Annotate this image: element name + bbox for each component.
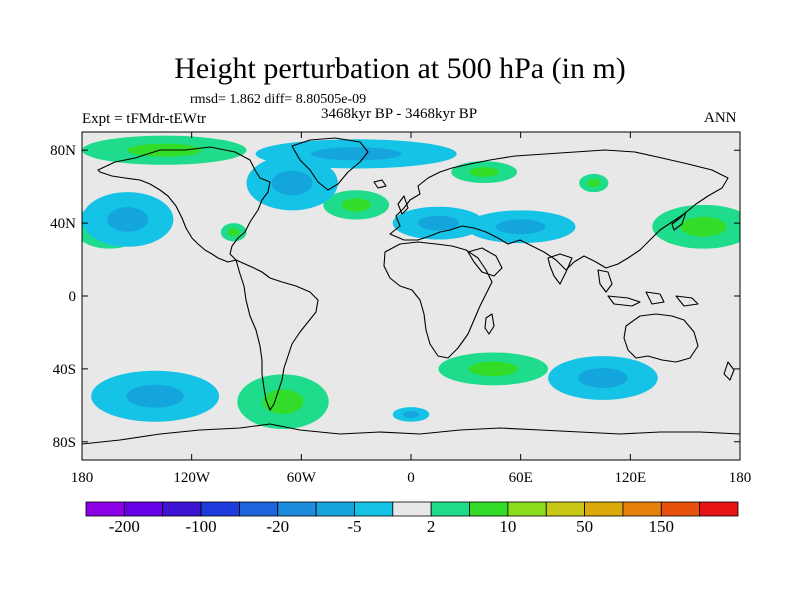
x-tick-label: 120E xyxy=(614,470,646,486)
north-pacific-positive-core xyxy=(680,216,727,237)
x-tick-label: 60E xyxy=(509,470,533,486)
new-zealand-coast xyxy=(723,361,735,381)
colorbar-box xyxy=(507,501,547,517)
stats-text: rmsd= 1.862 diff= 8.80505e-09 xyxy=(190,92,367,107)
colorbar-box xyxy=(162,501,202,517)
antarctic-negative-core xyxy=(402,411,420,418)
colorbar-box xyxy=(584,501,624,517)
colorbar-box xyxy=(200,501,240,517)
colorbar-box xyxy=(85,501,125,517)
south-america-coast xyxy=(235,259,319,411)
colorbar-box xyxy=(239,501,279,517)
x-tick-label: 120W xyxy=(173,470,211,486)
north-atlantic-negative-core xyxy=(310,147,402,161)
experiment-label: Expt = tFMdr-tEWtr xyxy=(82,111,206,127)
colorbar-box xyxy=(469,501,509,517)
x-tick-label: 180 xyxy=(71,470,94,486)
asia-negative-core xyxy=(495,219,546,235)
antarctica-coast xyxy=(82,423,740,445)
europe-negative-core xyxy=(417,215,459,231)
x-tick-label: 180 xyxy=(729,470,752,486)
colorbar-box xyxy=(660,501,701,517)
y-tick-label: 80S xyxy=(53,435,76,451)
south-pacific-negative-core xyxy=(126,384,184,408)
greenland-coast xyxy=(291,137,369,191)
season-label: ANN xyxy=(704,110,737,126)
colorbar-box xyxy=(622,501,662,517)
y-tick-label: 0 xyxy=(69,289,77,305)
colorbar-box xyxy=(123,501,164,517)
southeast-asia-coast xyxy=(597,269,699,307)
x-tick-label: 60W xyxy=(287,470,317,486)
period-label: 3468kyr BP - 3468kyr BP xyxy=(321,106,478,122)
australia-coast xyxy=(623,313,699,363)
japan-coast xyxy=(671,211,687,231)
map-layer xyxy=(82,132,740,460)
colorbar-box xyxy=(430,501,470,517)
colorbar-box xyxy=(699,501,739,517)
north-atlantic-positive-core xyxy=(341,198,371,212)
y-tick-label: 40S xyxy=(53,362,76,378)
colorbar-label: 2 xyxy=(427,517,436,536)
colorbar-box xyxy=(315,501,355,517)
east-asia-positive-core xyxy=(587,178,601,188)
colorbar-label: 10 xyxy=(499,517,516,536)
colorbar-box xyxy=(354,501,394,517)
colorbar-label: -100 xyxy=(185,517,216,536)
x-tick-label: 0 xyxy=(407,470,415,486)
iceland-coast xyxy=(373,179,387,189)
colorbar-label: -5 xyxy=(347,517,361,536)
north-america-coast xyxy=(97,146,271,263)
arabia-coast xyxy=(467,247,503,277)
eurasia-positive-core xyxy=(469,167,499,178)
colorbar: -200 -100 -20 -5 2 10 50 150 xyxy=(85,501,739,536)
india-coast xyxy=(547,253,573,285)
south-atlantic-positive-core xyxy=(468,361,518,377)
y-tick-label: 40N xyxy=(50,216,76,232)
madagascar-coast xyxy=(484,313,495,335)
uk-coast xyxy=(397,195,409,215)
colorbar-box xyxy=(277,501,317,517)
map-axes: 180 120W 60W 0 60E 120E 180 80N 40N 0 40S 80S xyxy=(50,132,751,486)
colorbar-box xyxy=(392,501,432,517)
colorbar-box xyxy=(545,501,585,517)
colorbar-label: -200 xyxy=(109,517,140,536)
colorbar-label: 50 xyxy=(576,517,593,536)
eurasia-coast xyxy=(389,149,729,271)
west-atlantic-negative-core xyxy=(271,170,313,196)
southern-indian-negative-core xyxy=(578,368,628,388)
plot-title: Height perturbation at 500 hPa (in m) xyxy=(174,52,626,85)
anomaly-layer xyxy=(82,135,740,430)
north-pacific-negative-core xyxy=(107,207,149,232)
colorbar-label: 150 xyxy=(649,517,675,536)
eastern-us-positive-core xyxy=(227,228,240,237)
y-tick-label: 80N xyxy=(50,143,76,159)
south-america-positive-core xyxy=(262,389,304,414)
colorbar-label: -20 xyxy=(266,517,289,536)
africa-coast xyxy=(383,241,493,359)
coastlines xyxy=(82,137,740,445)
